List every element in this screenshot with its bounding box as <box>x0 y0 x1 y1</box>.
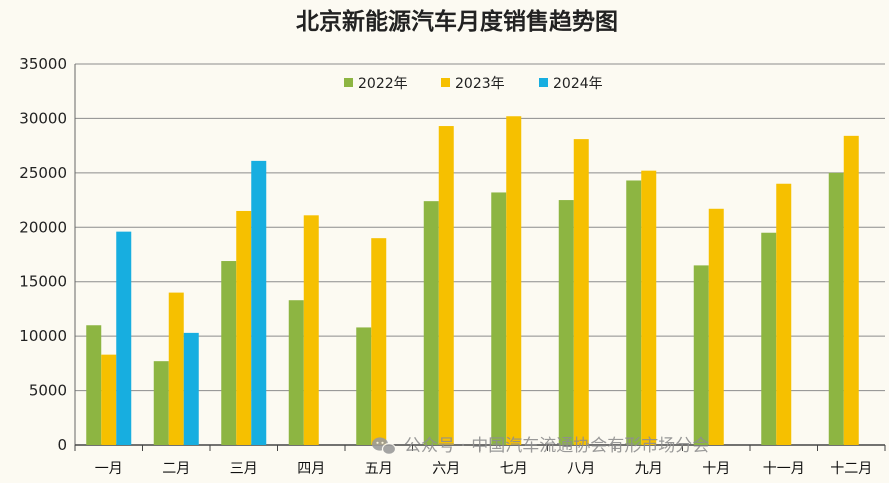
bar-2023年-六月 <box>438 126 454 445</box>
bar-2023年-一月 <box>101 354 117 445</box>
y-tick-label: 10000 <box>19 327 67 345</box>
x-tick-label: 十二月 <box>830 461 872 477</box>
x-tick-label: 十一月 <box>763 461 805 477</box>
bar-2022年-一月 <box>86 325 102 445</box>
bar-2023年-二月 <box>168 292 184 445</box>
bar-2024年-一月 <box>116 231 132 445</box>
legend-item-2023年: 2023年 <box>441 76 505 92</box>
x-tick-label: 七月 <box>500 461 528 477</box>
legend-item-2024年: 2024年 <box>539 76 603 92</box>
bar-2023年-四月 <box>303 215 319 445</box>
bar-2022年-十二月 <box>828 172 844 445</box>
wechat-icon <box>372 437 397 456</box>
bar-2022年-二月 <box>153 361 169 445</box>
x-tick-label: 四月 <box>297 461 325 477</box>
bar-2023年-九月 <box>641 170 657 445</box>
x-tick-label: 六月 <box>432 461 460 477</box>
y-tick-label: 35000 <box>19 55 67 73</box>
y-tick-label: 20000 <box>19 218 67 236</box>
bar-2022年-五月 <box>356 327 372 445</box>
bar-2023年-八月 <box>573 139 589 445</box>
legend-swatch <box>344 78 353 87</box>
legend-swatch <box>441 78 450 87</box>
bar-2022年-八月 <box>558 200 574 445</box>
legend-label: 2024年 <box>553 76 603 92</box>
bar-2023年-十月 <box>708 208 724 445</box>
x-tick-label: 八月 <box>567 461 595 477</box>
x-tick-label: 一月 <box>95 461 123 477</box>
y-tick-label: 30000 <box>19 109 67 127</box>
bar-2022年-六月 <box>423 201 439 445</box>
x-tick-label: 五月 <box>365 461 393 477</box>
legend-label: 2023年 <box>455 76 505 92</box>
legend-label: 2022年 <box>358 76 408 92</box>
y-tick-label: 5000 <box>29 382 67 400</box>
watermark-text: 公众号 · 中国汽车流通协会有形市场分会 <box>404 436 709 456</box>
gridlines <box>75 63 885 392</box>
bar-2023年-三月 <box>236 210 252 445</box>
bar-2024年-三月 <box>251 160 267 445</box>
legend-item-2022年: 2022年 <box>344 76 408 92</box>
x-tick-label: 九月 <box>635 461 663 477</box>
legend-swatch <box>539 78 548 87</box>
bar-2023年-五月 <box>371 238 387 445</box>
bars <box>86 116 859 446</box>
y-tick-label: 0 <box>57 436 67 454</box>
watermark: 公众号 · 中国汽车流通协会有形市场分会 <box>372 436 709 456</box>
y-tick-label: 15000 <box>19 273 67 291</box>
bar-2024年-二月 <box>183 332 199 445</box>
bar-2022年-七月 <box>491 192 507 445</box>
bar-2022年-三月 <box>221 261 237 445</box>
legend: 2022年 2023年 2024年 <box>344 76 603 92</box>
bar-2023年-十一月 <box>776 183 792 445</box>
x-tick-label: 十月 <box>702 461 730 477</box>
bar-2022年-九月 <box>626 180 642 445</box>
bar-2023年-七月 <box>506 116 522 445</box>
axes: 0 5000 10000 15000 20000 25000 30000 35000 一月 二月 三… <box>19 55 886 477</box>
bar-2022年-十一月 <box>761 232 777 445</box>
y-tick-label: 25000 <box>19 164 67 182</box>
x-tick-label: 二月 <box>162 461 190 477</box>
bar-2023年-十二月 <box>843 135 859 446</box>
bar-2022年-十月 <box>693 265 709 445</box>
x-tick-label: 三月 <box>230 461 258 477</box>
chart-title: 北京新能源汽车月度销售趋势图 <box>296 8 618 35</box>
bar-2022年-四月 <box>288 300 304 445</box>
